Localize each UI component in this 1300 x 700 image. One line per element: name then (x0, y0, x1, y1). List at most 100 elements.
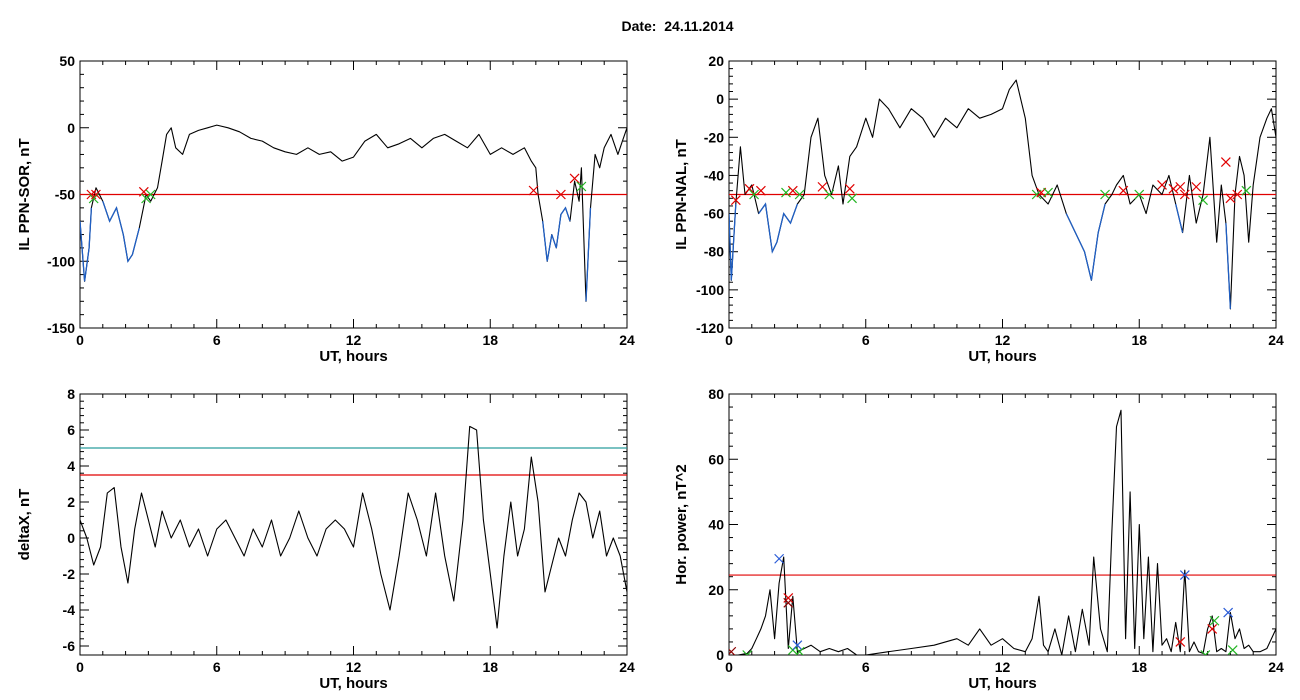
marker-red (787, 185, 798, 196)
marker-green (1134, 189, 1145, 200)
x-tick-label: 12 (995, 332, 1011, 348)
marker-dark-red (729, 646, 737, 655)
y-tick-label: 2 (67, 494, 75, 510)
y-tick-label: -50 (55, 187, 75, 203)
marker-red (138, 186, 149, 197)
marker-red (783, 592, 794, 603)
marker-red (1175, 181, 1186, 192)
marker-green (1043, 187, 1054, 198)
x-tick-label: 24 (1268, 332, 1284, 348)
y-tick-label: 40 (708, 517, 724, 533)
marker-dark-red (783, 597, 794, 608)
marker-red (730, 195, 741, 206)
marker-green (824, 189, 835, 200)
chart-panel-ppn-nal: 0 6 12 18 24 -120 -100 -80 -60 -40 -20 0 20 UT, hours… (673, 53, 1284, 365)
marker-green (1227, 645, 1238, 655)
below-threshold-segment (80, 207, 93, 282)
marker-red (1232, 189, 1243, 200)
below-threshold-segment (1225, 223, 1232, 309)
x-tick-label: 18 (1131, 332, 1147, 348)
marker-red (1191, 181, 1202, 192)
date-label: Date: (621, 18, 657, 34)
below-threshold-segment (585, 207, 592, 302)
y-axis-label: IL PPN-SOR, nT (16, 138, 33, 250)
y-axis-label: deltaX, nT (16, 489, 33, 561)
marker-green (1100, 189, 1110, 200)
x-tick-label: 6 (862, 332, 870, 348)
below-threshold-segment (1175, 203, 1184, 233)
marker-red (744, 183, 755, 194)
x-tick-label: 12 (995, 659, 1011, 675)
marker-green (1198, 195, 1208, 206)
y-tick-label: -2 (63, 566, 76, 582)
y-tick-label: -100 (47, 253, 75, 269)
y-tick-label: 20 (708, 582, 724, 598)
y-tick-label: 20 (708, 53, 724, 69)
x-tick-label: 18 (482, 659, 498, 675)
marker-blue (1179, 570, 1190, 580)
marker-green (145, 189, 156, 200)
marker-red (1220, 157, 1231, 168)
below-threshold-segment (1065, 203, 1106, 281)
x-tick-label: 0 (725, 659, 733, 675)
marker-green (742, 650, 753, 655)
y-tick-label: -4 (63, 602, 76, 618)
y-tick-label: 60 (708, 451, 724, 467)
series-line (80, 425, 627, 629)
marker-green (781, 187, 791, 198)
y-tick-label: -6 (63, 638, 76, 654)
marker-red (1175, 637, 1186, 647)
y-tick-label: 4 (67, 458, 75, 474)
marker-red (844, 183, 855, 194)
marker-red (1179, 189, 1190, 200)
y-tick-label: -100 (696, 282, 724, 298)
series-line (729, 409, 1276, 655)
y-tick-label: -40 (704, 167, 724, 183)
y-tick-label: 0 (716, 647, 724, 663)
series-line (80, 124, 627, 302)
y-tick-label: -80 (704, 244, 724, 260)
x-axis-label: UT, hours (968, 675, 1036, 692)
plot-area (729, 409, 1276, 655)
marker-red (1118, 185, 1129, 196)
marker-blue (1223, 607, 1234, 618)
marker-blue (792, 640, 803, 651)
chart-panel-ppn-sor: 0 6 12 18 24 -150 -100 -50 0 50 UT, hours IL PPN-SO… (16, 53, 635, 365)
marker-red (569, 173, 580, 184)
x-tick-label: 12 (346, 332, 362, 348)
y-tick-label: 80 (708, 386, 724, 402)
x-tick-label: 12 (346, 659, 362, 675)
x-tick-label: 24 (1268, 659, 1284, 675)
chart-panel-hor-power: 0 6 12 18 24 0 20 40 60 80 UT, hours Hor. power, nT… (673, 386, 1284, 692)
x-tick-label: 24 (619, 659, 635, 675)
below-threshold-segment (542, 206, 571, 262)
y-tick-label: -150 (47, 320, 75, 336)
x-tick-label: 6 (213, 659, 221, 675)
plot-area (729, 79, 1276, 310)
marker-red (1168, 183, 1179, 194)
series-line (729, 79, 1276, 310)
x-tick-label: 6 (213, 332, 221, 348)
marker-green (576, 181, 587, 192)
y-tick-label: 0 (716, 91, 724, 107)
marker-green (794, 189, 805, 200)
plot-area (80, 124, 627, 302)
date-value: 24.11.2014 (664, 18, 734, 34)
x-tick-label: 0 (76, 659, 84, 675)
y-tick-label: -20 (704, 129, 724, 145)
y-tick-label: 0 (67, 530, 75, 546)
marker-red (1207, 623, 1218, 634)
marker-green (749, 189, 759, 200)
below-threshold-segment (102, 200, 140, 264)
marker-green (847, 193, 857, 204)
y-tick-label: 8 (67, 386, 75, 402)
marker-green (1200, 650, 1211, 655)
plot-frame (728, 393, 1277, 656)
x-axis-label: UT, hours (319, 348, 387, 365)
y-tick-label: 6 (67, 422, 75, 438)
marker-red (755, 185, 766, 196)
x-tick-label: 6 (862, 659, 870, 675)
x-tick-label: 0 (725, 332, 733, 348)
